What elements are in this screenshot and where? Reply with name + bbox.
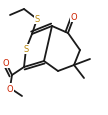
Text: S: S	[23, 45, 29, 54]
Text: O: O	[7, 84, 13, 93]
Text: O: O	[71, 13, 77, 22]
Text: O: O	[3, 59, 9, 68]
Text: S: S	[34, 15, 40, 24]
